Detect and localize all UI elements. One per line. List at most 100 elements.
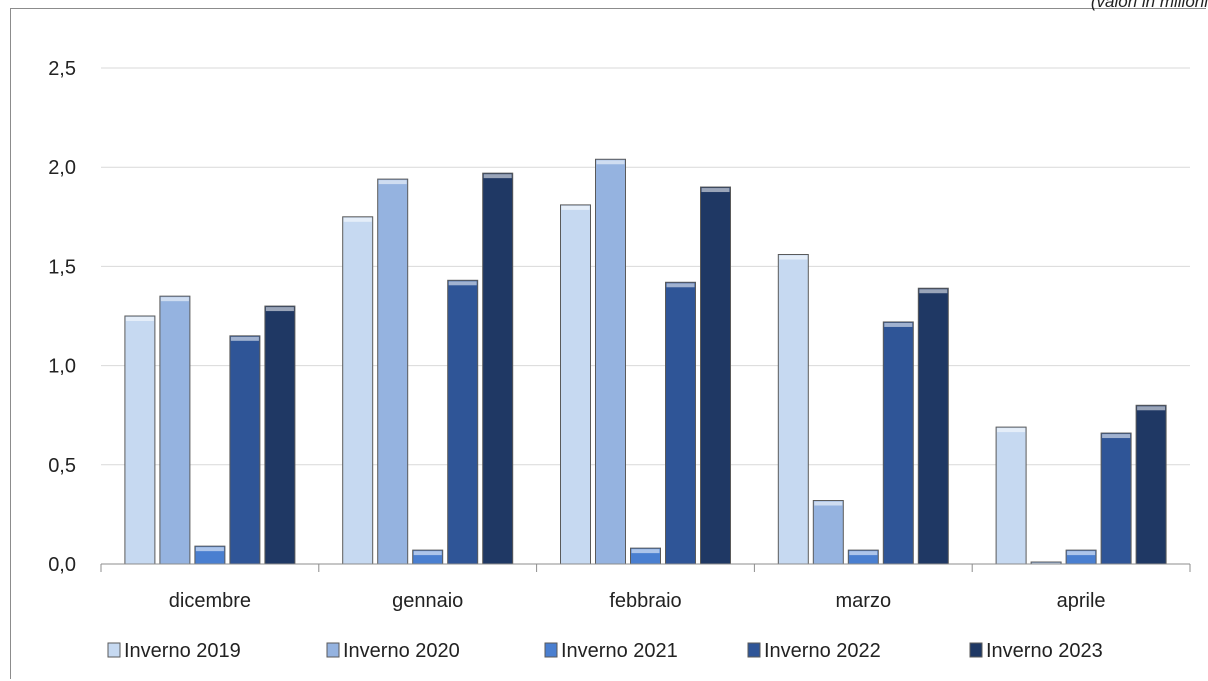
bar-body [560,204,591,565]
bar-highlight [1102,434,1131,439]
legend-swatch [747,642,761,658]
y-tick-label: 0,0 [48,554,76,576]
bar [1135,404,1167,565]
bar-highlight [378,180,407,185]
bar [812,500,844,565]
bar-highlight [997,428,1026,433]
bar [482,172,514,565]
bar-body [1135,404,1167,565]
bars [124,158,1167,565]
bar-highlight [849,551,878,556]
bar [159,295,191,565]
legend-label: Inverno 2021 [561,640,678,662]
bar-highlight [230,336,259,341]
bar-highlight [596,160,625,165]
bar-body [447,279,479,565]
bar-highlight [701,188,730,193]
legend-swatch [544,642,558,658]
y-tick-label: 1,0 [48,356,76,378]
legend-item: Inverno 2020 [326,640,460,662]
bar-body [482,172,514,565]
bar [194,545,226,565]
x-tick-label: febbraio [609,590,681,612]
bar-highlight [631,549,660,554]
bar-highlight [1137,406,1166,411]
bar-highlight [343,217,372,222]
y-tick-label: 2,5 [48,58,76,80]
bar [377,178,409,565]
legend-item: Inverno 2019 [107,640,241,662]
legend-item: Inverno 2023 [969,640,1103,662]
units-note: (valori in milioni [1090,0,1208,11]
gridlines [101,67,1190,466]
legend-swatch [107,642,121,658]
bar-body [124,315,156,565]
bar [229,335,261,565]
bar-body [917,287,949,565]
bar [342,216,374,565]
bar-body [595,158,626,565]
legend-item: Inverno 2021 [544,640,678,662]
bar-highlight [448,281,477,286]
bar-body [665,281,696,565]
y-axis-ticks: 0,0 0,5 1,0 1,5 2,0 2,5 [48,58,76,576]
bar-highlight [884,322,913,327]
bar [560,204,591,565]
legend-swatch [326,642,340,658]
x-tick-label: marzo [836,590,892,612]
bar [630,547,661,565]
bar-highlight [1067,551,1096,556]
bar-highlight [195,547,224,552]
x-tick-label: dicembre [169,590,251,612]
bar-body [700,186,731,565]
legend: Inverno 2019 Inverno 2020 Inverno 2021 Inve… [107,640,1103,662]
bar [264,305,296,565]
bar [995,426,1027,565]
legend-item: Inverno 2022 [747,640,881,662]
bar-body [1100,432,1132,565]
x-axis: dicembre gennaio febbraio marzo aprile [100,563,1191,612]
bar-body [342,216,374,565]
bar-highlight [413,551,442,556]
chart-frame [10,8,1206,679]
bar [1100,432,1132,565]
bar-highlight [919,289,948,294]
legend-label: Inverno 2022 [764,640,881,662]
bar-body [882,321,914,565]
bar-highlight [265,307,294,312]
bar-highlight [666,283,695,288]
bar [777,253,809,565]
bar [847,549,879,565]
bar-body [777,253,809,565]
bar-highlight [160,297,189,302]
bar-highlight [125,317,154,321]
bar-body [377,178,409,565]
bar [917,287,949,565]
bar-body [159,295,191,565]
y-tick-label: 1,5 [48,256,76,278]
legend-swatch [969,642,983,658]
legend-label: Inverno 2023 [986,640,1103,662]
x-tick-label: aprile [1057,590,1106,612]
y-tick-label: 0,5 [48,455,76,477]
bar [665,281,696,565]
bar-highlight [561,205,590,210]
bar [447,279,479,565]
legend-label: Inverno 2020 [343,640,460,662]
bar-highlight [814,501,843,506]
bar-highlight [483,174,512,179]
bar-highlight [779,255,808,260]
bar [595,158,626,565]
x-tick-label: gennaio [392,590,463,612]
bar-body [812,500,844,565]
bar [882,321,914,565]
bar [124,315,156,565]
bar-body [264,305,296,565]
bar [412,549,444,565]
bar [700,186,731,565]
legend-label: Inverno 2019 [124,640,241,662]
bar-body [229,335,261,565]
bar-body [995,426,1027,565]
y-tick-label: 2,0 [48,157,76,179]
